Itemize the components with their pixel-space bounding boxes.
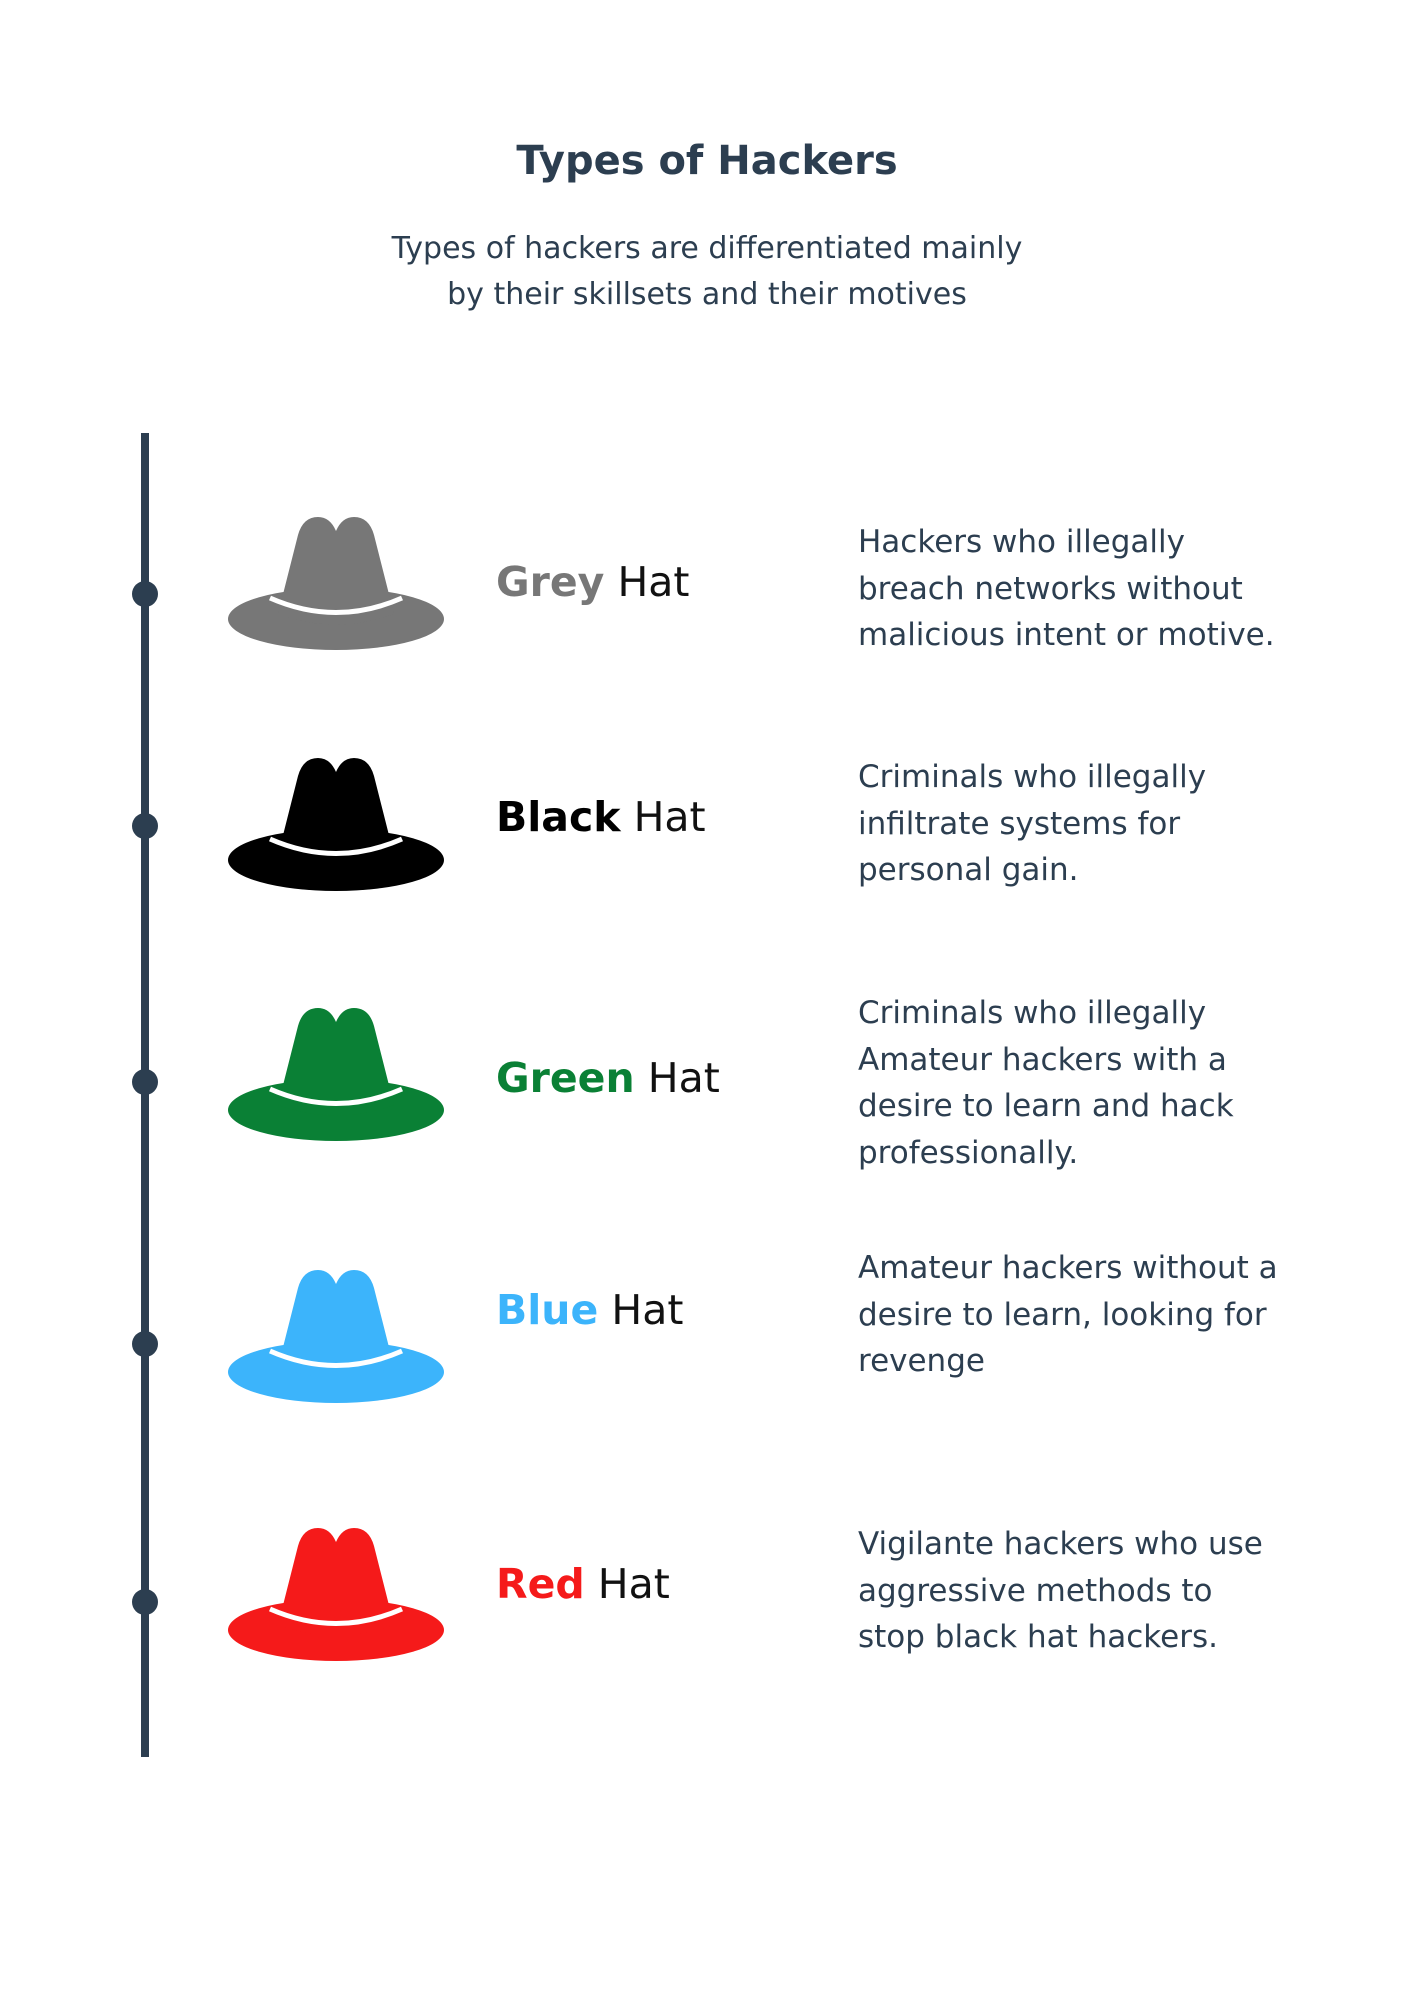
page-subtitle: Types of hackers are differentiated main… — [357, 226, 1057, 318]
timeline-dot — [132, 813, 158, 839]
hat-name-black: Black Hat — [496, 793, 706, 841]
red-hat-icon — [228, 1528, 444, 1661]
hat-word: Hat — [647, 1054, 720, 1102]
subtitle-line: by their skillsets and their motives — [447, 277, 967, 312]
timeline-dot — [132, 581, 158, 607]
timeline-dot — [132, 1331, 158, 1357]
blue-hat-icon — [228, 1270, 444, 1403]
description-line: stop black hat hackers. — [858, 1619, 1218, 1655]
description-line: infiltrate systems for — [858, 805, 1181, 842]
hat-color-word: Grey — [496, 558, 605, 606]
hat-word: Hat — [617, 558, 690, 606]
description-line: revenge — [858, 1343, 985, 1379]
description-line: Amateur hackers with a — [858, 1041, 1227, 1078]
description-line: aggressive methods to — [858, 1572, 1213, 1609]
description-line: Criminals who illegally — [858, 995, 1207, 1031]
hat-description-blue: Amateur hackers without a desire to lear… — [858, 1245, 1298, 1385]
timeline-dot — [132, 1069, 158, 1095]
description-line: desire to learn and hack — [858, 1088, 1234, 1124]
timeline-line — [141, 433, 149, 1757]
hat-word: Hat — [597, 1560, 670, 1608]
hat-name-blue: Blue Hat — [496, 1286, 683, 1334]
black-hat-icon — [228, 758, 444, 891]
hat-name-grey: Grey Hat — [496, 558, 689, 606]
description-line: Amateur hackers without a — [858, 1250, 1278, 1286]
timeline-dot — [132, 1589, 158, 1615]
hat-word: Hat — [611, 1286, 684, 1334]
description-line: breach networks without — [858, 570, 1243, 607]
description-line: desire to learn, looking for — [858, 1296, 1267, 1333]
page-title: Types of Hackers — [516, 138, 898, 184]
hat-color-word: Black — [496, 793, 621, 841]
description-line: Hackers who illegally — [858, 524, 1185, 560]
description-line: professionally. — [858, 1134, 1079, 1171]
hat-color-word: Green — [496, 1054, 635, 1102]
description-line: malicious intent or motive. — [858, 617, 1275, 653]
subtitle-line: Types of hackers are differentiated main… — [391, 231, 1023, 266]
hat-description-grey: Hackers who illegally breach networks wi… — [858, 519, 1298, 659]
green-hat-icon — [228, 1008, 444, 1141]
hat-color-word: Blue — [496, 1286, 599, 1334]
description-line: Vigilante hackers who use — [858, 1526, 1263, 1562]
grey-hat-icon — [228, 517, 444, 650]
hat-description-green: Criminals who illegally Amateur hackers … — [858, 990, 1298, 1176]
hat-name-green: Green Hat — [496, 1054, 720, 1102]
description-line: Criminals who illegally — [858, 759, 1207, 795]
hat-description-red: Vigilante hackers who use aggressive met… — [858, 1521, 1298, 1661]
hat-color-word: Red — [496, 1560, 585, 1608]
hat-word: Hat — [633, 793, 706, 841]
hat-name-red: Red Hat — [496, 1560, 670, 1608]
description-line: personal gain. — [858, 852, 1079, 888]
hat-description-black: Criminals who illegally infiltrate syste… — [858, 754, 1298, 894]
